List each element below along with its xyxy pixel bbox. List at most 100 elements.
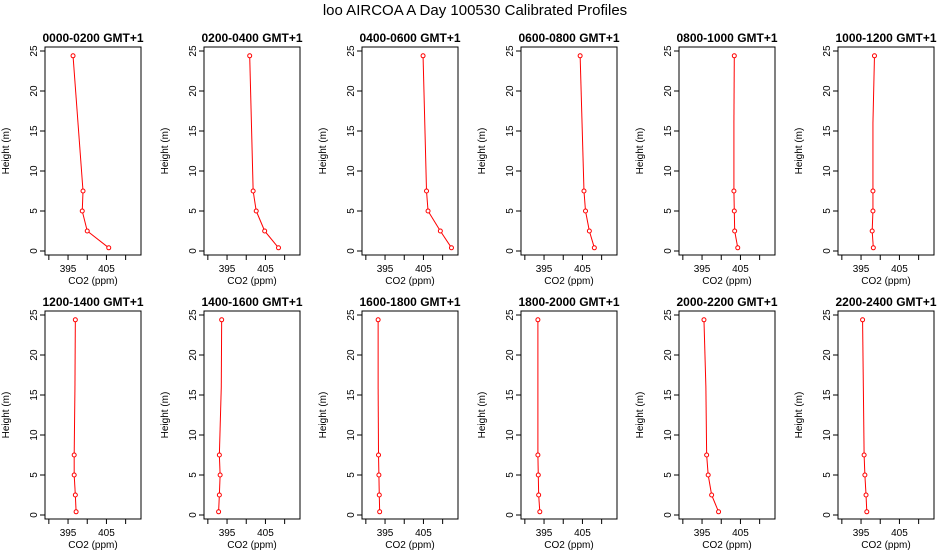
x-axis-label: CO2 (ppm) — [385, 540, 434, 550]
x-tick-label: 405 — [98, 528, 115, 539]
y-tick-label: 0 — [29, 248, 40, 254]
y-tick-label: 5 — [822, 472, 833, 478]
y-tick-label: 20 — [29, 85, 40, 97]
data-point — [577, 53, 583, 59]
data-point — [71, 472, 77, 478]
y-tick-label: 15 — [505, 125, 516, 137]
plot-frame — [44, 310, 142, 520]
x-tick-label: 395 — [377, 528, 394, 539]
y-tick-label: 20 — [822, 349, 833, 361]
data-point — [84, 228, 90, 234]
panel-title: 1400-1600 GMT+1 — [201, 295, 302, 309]
x-tick-label: 405 — [574, 264, 591, 275]
y-tick-label: 25 — [29, 309, 40, 321]
data-point — [250, 188, 256, 194]
y-tick-label: 15 — [29, 389, 40, 401]
y-tick-label: 10 — [822, 165, 833, 177]
y-axis-label: Height (m) — [318, 128, 329, 175]
plot-frame — [203, 46, 301, 256]
profile-segment — [711, 494, 720, 512]
y-tick-label: 0 — [29, 512, 40, 518]
data-point — [253, 208, 259, 214]
plot-frame — [361, 46, 459, 256]
x-tick-label: 395 — [853, 528, 870, 539]
profile-segment — [252, 190, 257, 212]
profile-segment — [81, 210, 88, 232]
y-tick-label: 0 — [822, 512, 833, 518]
y-tick-label: 10 — [346, 165, 357, 177]
y-tick-label: 25 — [663, 45, 674, 57]
data-point — [70, 53, 76, 59]
y-tick-label: 10 — [188, 165, 199, 177]
x-tick-label: 395 — [853, 264, 870, 275]
profile-segment — [706, 454, 709, 476]
y-tick-label: 10 — [29, 429, 40, 441]
x-tick-label: 405 — [415, 528, 432, 539]
data-point — [375, 317, 381, 323]
profile-segment — [439, 230, 452, 249]
x-tick-label: 405 — [732, 528, 749, 539]
x-tick-label: 395 — [694, 528, 711, 539]
panel-title: 1200-1400 GMT+1 — [42, 295, 143, 309]
x-tick-label: 395 — [60, 264, 77, 275]
data-point — [862, 472, 868, 478]
data-point — [870, 208, 876, 214]
y-tick-label: 25 — [505, 45, 516, 57]
x-axis-label: CO2 (ppm) — [68, 276, 117, 287]
data-point — [72, 317, 78, 323]
profile-segment — [583, 190, 587, 212]
y-tick-label: 10 — [505, 165, 516, 177]
x-tick-label: 405 — [257, 264, 274, 275]
profile-segment — [81, 190, 84, 212]
data-point — [247, 53, 253, 59]
profile-segment — [707, 474, 713, 496]
panel-title: 2200-2400 GMT+1 — [835, 295, 936, 309]
y-axis-label: Height (m) — [794, 392, 805, 439]
profile-segment — [72, 55, 84, 192]
data-point — [275, 245, 281, 251]
data-point — [870, 245, 876, 251]
y-tick-label: 20 — [346, 85, 357, 97]
plot-frame — [678, 310, 776, 520]
profile-segment — [218, 474, 221, 496]
figure-title: loo AIRCOA A Day 100530 Calibrated Profi… — [322, 2, 628, 19]
data-point — [216, 492, 222, 498]
data-point — [583, 208, 589, 214]
profile-segment — [249, 55, 254, 192]
profile-segment — [426, 190, 429, 212]
panel-title: 0000-0200 GMT+1 — [42, 31, 143, 45]
x-axis-label: CO2 (ppm) — [227, 540, 276, 550]
profile-segment — [422, 55, 428, 192]
y-axis-label: Height (m) — [160, 392, 171, 439]
data-point — [420, 53, 426, 59]
y-tick-label: 15 — [505, 389, 516, 401]
y-tick-label: 0 — [663, 248, 674, 254]
y-axis-label: Height (m) — [1, 392, 12, 439]
data-point — [376, 452, 382, 458]
y-tick-label: 0 — [822, 248, 833, 254]
y-tick-label: 25 — [29, 45, 40, 57]
data-point — [731, 208, 737, 214]
data-point — [701, 317, 707, 323]
profile-segment — [705, 386, 708, 456]
profile-segment — [588, 230, 595, 248]
y-tick-label: 0 — [346, 512, 357, 518]
y-tick-label: 5 — [346, 208, 357, 214]
data-point — [425, 208, 431, 214]
y-tick-label: 5 — [29, 472, 40, 478]
panel-title: 1800-2000 GMT+1 — [518, 295, 619, 309]
data-point — [535, 317, 541, 323]
y-tick-label: 10 — [505, 429, 516, 441]
x-axis-label: CO2 (ppm) — [544, 540, 593, 550]
x-tick-label: 405 — [257, 528, 274, 539]
data-point — [861, 452, 867, 458]
x-axis-label: CO2 (ppm) — [227, 276, 276, 287]
y-tick-label: 20 — [29, 349, 40, 361]
